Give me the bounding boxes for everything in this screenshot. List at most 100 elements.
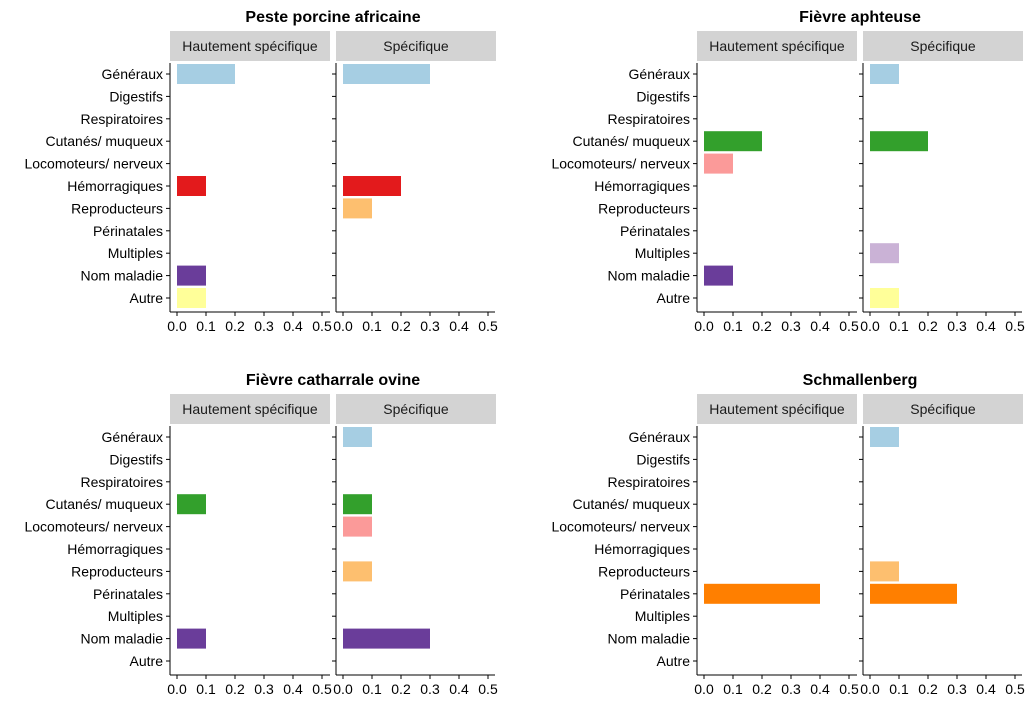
bar-reproducteurs-specifique: [870, 561, 899, 582]
bar-nom-maladie-hautement-specifique: [177, 265, 206, 286]
x-tick-label: 0.4: [449, 318, 469, 334]
x-tick-label: 0.5: [312, 681, 332, 697]
x-tick-label: 0.2: [918, 318, 938, 334]
category-label-cutanes-muqueux: Cutanés/ muqueux: [45, 496, 163, 512]
x-tick-label: 0.3: [947, 681, 967, 697]
bar-locomoteurs-nerveux-hautement-specifique: [704, 153, 733, 174]
x-tick-label: 0.0: [694, 681, 714, 697]
facet-label-specifique: Spécifique: [383, 401, 449, 417]
category-label-hemorragiques: Hémorragiques: [594, 541, 690, 557]
bar-generaux-specifique: [870, 427, 899, 447]
x-tick-label: 0.4: [976, 681, 996, 697]
x-tick-label: 0.5: [1005, 318, 1025, 334]
x-tick-label: 0.2: [225, 318, 245, 334]
x-tick-label: 0.2: [752, 681, 772, 697]
x-tick-label: 0.2: [918, 681, 938, 697]
x-tick-label: 0.0: [333, 681, 353, 697]
x-tick-label: 0.4: [976, 318, 996, 334]
category-label-respiratoires: Respiratoires: [81, 474, 163, 490]
facet-strip-hautement-specifique: [170, 394, 330, 424]
category-label-perinatales: Périnatales: [620, 223, 690, 239]
x-tick-label: 0.3: [781, 681, 801, 697]
x-tick-label: 0.1: [196, 681, 216, 697]
category-label-multiples: Multiples: [108, 245, 163, 261]
facet-strip-hautement-specifique: [697, 394, 857, 424]
bar-generaux-specifique: [343, 427, 372, 447]
x-tick-label: 0.0: [860, 318, 880, 334]
category-label-respiratoires: Respiratoires: [608, 111, 690, 127]
category-label-cutanes-muqueux: Cutanés/ muqueux: [45, 133, 163, 149]
category-label-reproducteurs: Reproducteurs: [71, 200, 163, 216]
bar-nom-maladie-hautement-specifique: [177, 628, 206, 649]
bar-autre-hautement-specifique: [177, 288, 206, 308]
bar-nom-maladie-specifique: [343, 628, 430, 649]
x-tick-label: 0.1: [889, 318, 909, 334]
bar-reproducteurs-specifique: [343, 561, 372, 582]
x-tick-label: 0.4: [283, 681, 303, 697]
x-tick-label: 0.5: [478, 681, 498, 697]
category-label-generaux: Généraux: [102, 66, 163, 82]
x-tick-label: 0.0: [167, 318, 187, 334]
x-tick-label: 0.5: [839, 681, 859, 697]
chart-title: Schmallenberg: [803, 372, 918, 389]
x-tick-label: 0.0: [167, 681, 187, 697]
category-label-nom-maladie: Nom maladie: [608, 631, 691, 647]
category-label-locomoteurs-nerveux: Locomoteurs/ nerveux: [551, 519, 690, 535]
category-label-autre: Autre: [130, 653, 164, 669]
bar-perinatales-specifique: [870, 583, 957, 604]
bar-generaux-specifique: [870, 64, 899, 84]
category-label-generaux: Généraux: [629, 66, 690, 82]
bar-cutanes-muqueux-specifique: [343, 494, 372, 515]
bar-generaux-hautement-specifique: [177, 64, 235, 84]
bar-cutanes-muqueux-specifique: [870, 131, 928, 152]
category-label-generaux: Généraux: [102, 429, 163, 445]
x-tick-label: 0.5: [312, 318, 332, 334]
bar-autre-specifique: [870, 288, 899, 308]
category-label-perinatales: Périnatales: [620, 586, 690, 602]
chart-title: Fièvre aphteuse: [799, 9, 921, 26]
bar-cutanes-muqueux-hautement-specifique: [177, 494, 206, 515]
bar-multiples-specifique: [870, 243, 899, 264]
x-tick-label: 0.1: [723, 318, 743, 334]
x-tick-label: 0.3: [254, 681, 274, 697]
chart-title: Fièvre catharrale ovine: [246, 372, 420, 389]
x-tick-label: 0.1: [889, 681, 909, 697]
facet-strip-hautement-specifique: [697, 31, 857, 61]
x-tick-label: 0.2: [391, 681, 411, 697]
bar-perinatales-hautement-specifique: [704, 583, 820, 604]
bar-nom-maladie-hautement-specifique: [704, 265, 733, 286]
x-tick-label: 0.2: [391, 318, 411, 334]
category-label-digestifs: Digestifs: [109, 88, 163, 104]
x-tick-label: 0.2: [752, 318, 772, 334]
facet-strip-specifique: [863, 31, 1023, 61]
x-tick-label: 0.1: [723, 681, 743, 697]
facet-label-hautement-specifique: Hautement spécifique: [182, 401, 318, 417]
x-tick-label: 0.0: [333, 318, 353, 334]
category-label-reproducteurs: Reproducteurs: [598, 200, 690, 216]
x-tick-label: 0.5: [478, 318, 498, 334]
category-label-reproducteurs: Reproducteurs: [71, 563, 163, 579]
chart-panel-4: Schmallenberg Généraux Digestifs Respiratoi…: [551, 372, 1024, 697]
facet-strip-specifique: [336, 394, 496, 424]
facet-label-hautement-specifique: Hautement spécifique: [709, 38, 845, 54]
x-tick-label: 0.1: [196, 318, 216, 334]
category-label-respiratoires: Respiratoires: [608, 474, 690, 490]
x-tick-label: 0.5: [1005, 681, 1025, 697]
facet-label-specifique: Spécifique: [910, 401, 976, 417]
x-tick-label: 0.1: [362, 681, 382, 697]
category-label-autre: Autre: [130, 290, 164, 306]
category-label-perinatales: Périnatales: [93, 586, 163, 602]
category-label-autre: Autre: [657, 653, 691, 669]
category-label-nom-maladie: Nom maladie: [81, 268, 164, 284]
facet-strip-specifique: [336, 31, 496, 61]
category-label-cutanes-muqueux: Cutanés/ muqueux: [572, 496, 690, 512]
bar-locomoteurs-nerveux-specifique: [343, 516, 372, 537]
x-tick-label: 0.3: [781, 318, 801, 334]
chart-title: Peste porcine africaine: [245, 9, 420, 26]
chart-panel-2: Fièvre aphteuse Généraux Digestifs Respirat…: [551, 9, 1024, 334]
category-label-hemorragiques: Hémorragiques: [67, 178, 163, 194]
category-label-locomoteurs-nerveux: Locomoteurs/ nerveux: [24, 156, 163, 172]
bar-cutanes-muqueux-hautement-specifique: [704, 131, 762, 152]
